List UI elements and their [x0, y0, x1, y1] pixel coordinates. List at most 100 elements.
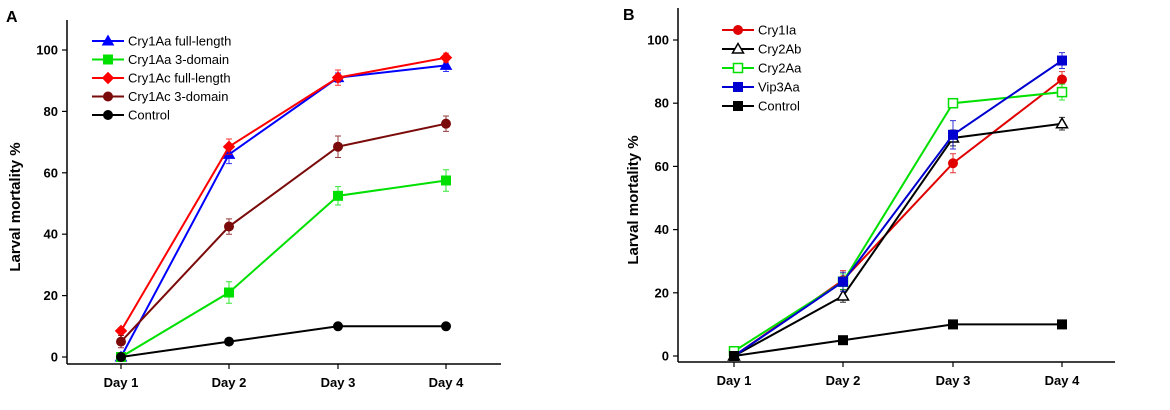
- data-point: [838, 276, 848, 287]
- legend-item: Cry1Aa 3-domain: [92, 52, 229, 67]
- legend-item: Cry2Ab: [722, 42, 801, 57]
- data-point: [224, 336, 234, 347]
- series-control: [116, 321, 451, 362]
- series-cry2aa: [728, 83, 1068, 357]
- legend-label: Cry1Aa full-length: [128, 34, 231, 49]
- data-point: [1057, 74, 1067, 85]
- data-point: [948, 158, 958, 169]
- x-tick-label: Day 3: [936, 373, 971, 388]
- data-point: [1055, 116, 1069, 129]
- series-control: [729, 319, 1067, 361]
- y-tick-label: 40: [655, 222, 669, 237]
- data-point: [439, 58, 453, 70]
- data-point: [333, 141, 343, 152]
- legend-marker: [103, 54, 113, 65]
- legend-label: Cry1Ia: [758, 23, 797, 38]
- chart-panel-a: A 0 20 40 60 80 100 Day 1 Day 2 Day 3 Day 4 Larval …: [6, 9, 501, 390]
- legend-label: Cry1Ac full-length: [128, 71, 231, 86]
- data-point: [116, 336, 126, 347]
- y-tick-label: 20: [44, 288, 58, 303]
- data-point: [947, 97, 959, 109]
- data-point: [838, 335, 848, 346]
- legend-label: Control: [128, 108, 170, 123]
- x-tick-label: Day 4: [429, 375, 464, 390]
- data-point: [333, 190, 343, 201]
- chart-panel-b: B 0 20 40 60 80 100 Day 1 Day 2 Day 3 Day 4 Larval …: [623, 7, 1115, 388]
- y-axis-title: Larval mortality %: [625, 135, 642, 264]
- legend-label: Cry2Aa: [758, 61, 802, 76]
- y-tick-label: 60: [655, 159, 669, 174]
- series-cry1ac-full-length: [114, 51, 453, 338]
- legend-marker: [733, 82, 743, 92]
- x-tick-label: Day 3: [321, 375, 356, 390]
- y-axis-title: Larval mortality %: [7, 142, 24, 271]
- series-vip3aa: [729, 52, 1067, 361]
- legend-item: Cry1Ac 3-domain: [92, 89, 228, 104]
- legend-item: Cry2Aa: [722, 61, 802, 76]
- panel-label: A: [6, 9, 18, 26]
- series-line: [120, 179, 447, 358]
- legend-marker: [731, 42, 745, 54]
- data-point: [948, 129, 958, 140]
- legend-label: Cry2Ab: [758, 42, 801, 57]
- data-point: [116, 352, 126, 362]
- legend-item: Cry1Ac full-length: [92, 71, 231, 86]
- data-point: [1057, 319, 1067, 330]
- series-line: [120, 122, 447, 343]
- data-point: [224, 221, 234, 232]
- legend-marker: [103, 110, 113, 120]
- series-cry1ac-3-domain: [116, 115, 451, 349]
- x-tick-label: Day 1: [104, 375, 139, 390]
- y-tick-label: 20: [655, 285, 669, 300]
- legend-marker: [732, 62, 744, 74]
- x-tick-label: Day 1: [717, 373, 752, 388]
- legend-label: Control: [758, 99, 800, 114]
- data-point: [836, 288, 850, 301]
- legend-label: Cry1Ac 3-domain: [128, 89, 228, 104]
- legend-item: Vip3Aa: [722, 80, 800, 95]
- series-line: [733, 323, 1062, 357]
- legend-marker: [101, 71, 115, 85]
- data-point: [441, 118, 451, 129]
- series-line: [120, 56, 447, 332]
- y-tick-label: 0: [662, 349, 669, 364]
- data-point: [1056, 86, 1068, 98]
- legend-label: Vip3Aa: [758, 80, 800, 95]
- data-point: [222, 140, 236, 153]
- series-cry1aa-3-domain: [116, 169, 451, 362]
- y-tick-label: 100: [647, 33, 669, 48]
- legend-item: Control: [722, 99, 800, 114]
- legend-item: Cry1Aa full-length: [92, 34, 231, 49]
- data-point: [224, 287, 234, 298]
- series-cry1aa-full-length: [114, 58, 453, 362]
- y-tick-label: 100: [36, 43, 58, 58]
- data-point: [441, 321, 451, 332]
- y-tick-label: 0: [51, 350, 58, 365]
- y-tick-label: 40: [44, 227, 58, 242]
- data-point: [333, 321, 343, 332]
- legend-marker: [103, 91, 113, 102]
- y-tick-label: 60: [44, 165, 58, 180]
- legend-label: Cry1Aa 3-domain: [128, 52, 229, 67]
- x-tick-label: Day 2: [212, 375, 247, 390]
- data-point: [729, 351, 739, 361]
- legend-item: Control: [92, 108, 170, 123]
- legend-marker: [101, 34, 115, 46]
- data-point: [441, 175, 451, 186]
- x-tick-label: Day 2: [826, 373, 861, 388]
- data-point: [439, 51, 453, 64]
- legend-item: Cry1Ia: [722, 23, 797, 38]
- x-tick-label: Day 4: [1045, 373, 1080, 388]
- series-line: [120, 325, 446, 358]
- y-tick-label: 80: [44, 104, 58, 119]
- series-line: [120, 64, 447, 358]
- series-line: [733, 122, 1063, 357]
- data-point: [331, 71, 345, 84]
- data-point: [1057, 55, 1067, 66]
- series-line: [733, 59, 1063, 357]
- y-tick-label: 80: [655, 96, 669, 111]
- legend-marker: [733, 101, 743, 111]
- data-point: [114, 324, 128, 338]
- panel-label: B: [623, 7, 635, 24]
